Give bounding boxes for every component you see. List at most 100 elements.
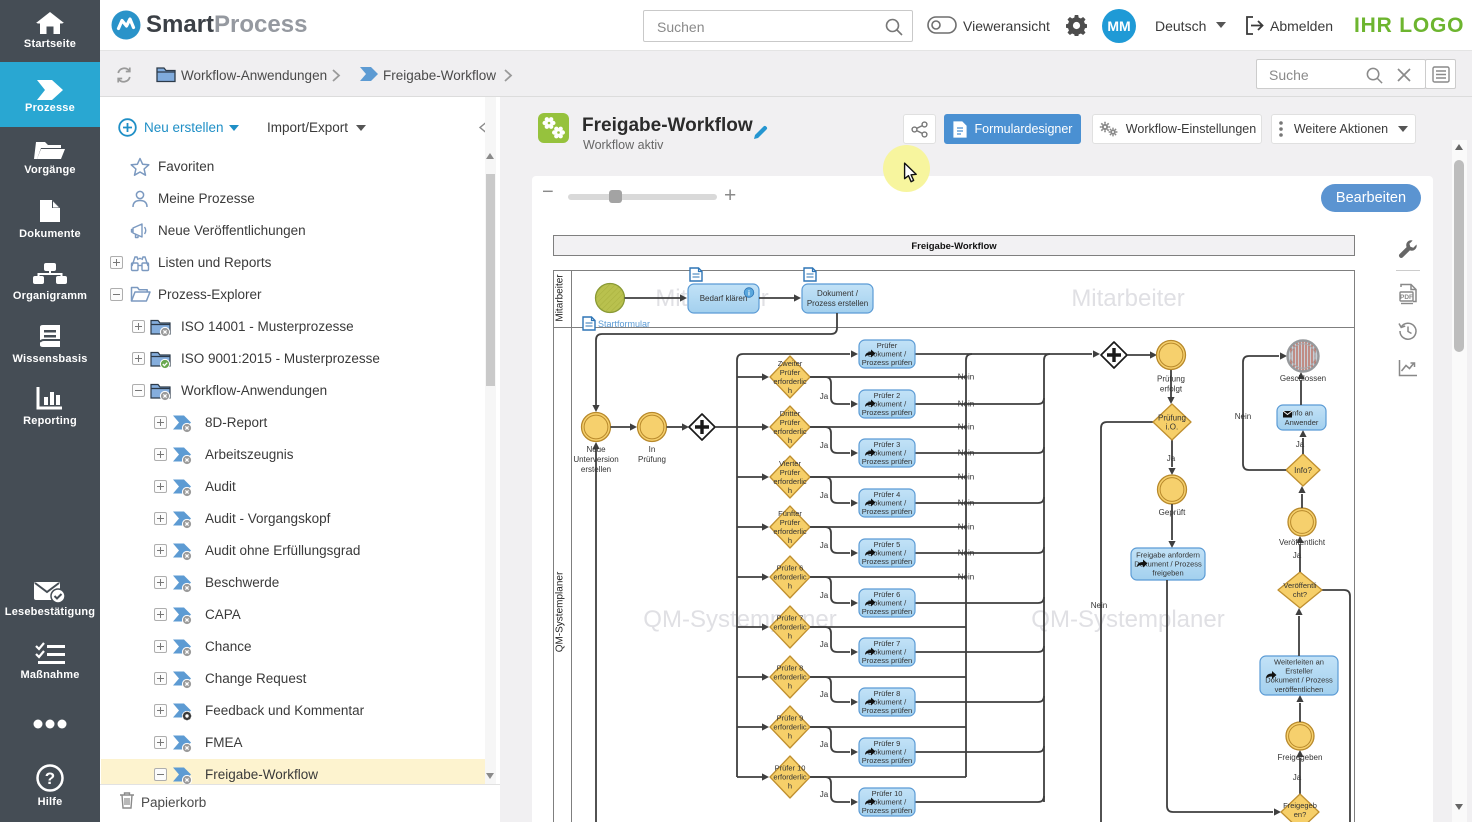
svg-text:Prüfer 3: Prüfer 3 bbox=[874, 440, 901, 449]
svg-text:Nein: Nein bbox=[958, 573, 974, 582]
svg-text:h: h bbox=[788, 782, 792, 791]
svg-text:Ja: Ja bbox=[820, 790, 829, 799]
svg-text:erforderlic: erforderlic bbox=[773, 527, 807, 536]
svg-text:Dokument / Prozess: Dokument / Prozess bbox=[1134, 560, 1202, 569]
svg-text:Prüfer 6: Prüfer 6 bbox=[874, 590, 901, 599]
svg-text:QM-Systemplaner: QM-Systemplaner bbox=[555, 571, 566, 652]
svg-text:PDF: PDF bbox=[1400, 294, 1413, 301]
svg-text:QM-Systemplaner: QM-Systemplaner bbox=[1031, 606, 1224, 633]
svg-text:Prüfer: Prüfer bbox=[780, 468, 801, 477]
svg-text:Prozess prüfen: Prozess prüfen bbox=[862, 457, 912, 466]
svg-text:h: h bbox=[788, 682, 792, 691]
svg-text:Ja: Ja bbox=[820, 541, 829, 550]
svg-text:Ja: Ja bbox=[1293, 551, 1302, 560]
svg-text:Prozess prüfen: Prozess prüfen bbox=[862, 806, 912, 815]
svg-text:Dokument /: Dokument / bbox=[868, 350, 907, 359]
svg-text:Dokument /: Dokument / bbox=[868, 798, 907, 807]
svg-text:Zweiter: Zweiter bbox=[778, 359, 803, 368]
svg-text:Prüfer 9: Prüfer 9 bbox=[777, 714, 804, 723]
svg-text:Prüfer 10: Prüfer 10 bbox=[872, 789, 903, 798]
svg-text:Prozess prüfen: Prozess prüfen bbox=[862, 408, 912, 417]
svg-text:Prüfer 10: Prüfer 10 bbox=[775, 764, 806, 773]
svg-text:Prüfer 7: Prüfer 7 bbox=[874, 639, 901, 648]
svg-text:Dokument /: Dokument / bbox=[868, 748, 907, 757]
svg-text:Ja: Ja bbox=[820, 740, 829, 749]
svg-text:Ja: Ja bbox=[1293, 773, 1302, 782]
svg-text:en?: en? bbox=[1294, 810, 1307, 819]
svg-text:erforderlic: erforderlic bbox=[773, 773, 807, 782]
svg-text:Prüfer 2: Prüfer 2 bbox=[874, 391, 901, 400]
svg-text:cht?: cht? bbox=[1293, 590, 1307, 599]
svg-text:In: In bbox=[649, 445, 656, 454]
svg-text:h: h bbox=[788, 486, 792, 495]
svg-text:erforderlic: erforderlic bbox=[773, 623, 807, 632]
svg-text:Dokument / Prozess: Dokument / Prozess bbox=[1265, 676, 1333, 685]
svg-text:Dritter: Dritter bbox=[780, 409, 801, 418]
svg-text:Freigabe-Workflow: Freigabe-Workflow bbox=[911, 241, 997, 252]
svg-text:Dokument /: Dokument / bbox=[868, 449, 907, 458]
svg-text:Ja: Ja bbox=[820, 491, 829, 500]
svg-text:erfolgt: erfolgt bbox=[1160, 385, 1183, 394]
svg-text:Dokument /: Dokument / bbox=[868, 648, 907, 657]
svg-text:Ja: Ja bbox=[820, 591, 829, 600]
svg-text:Info?: Info? bbox=[1294, 466, 1312, 475]
svg-text:Prüfung: Prüfung bbox=[1158, 414, 1186, 423]
svg-text:Anwender: Anwender bbox=[1285, 418, 1319, 427]
svg-text:Prozess erstellen: Prozess erstellen bbox=[807, 299, 868, 308]
svg-text:Nein: Nein bbox=[958, 499, 974, 508]
svg-text:Nein: Nein bbox=[958, 423, 974, 432]
svg-text:Veröffentlicht: Veröffentlicht bbox=[1279, 538, 1326, 547]
svg-text:Nein: Nein bbox=[958, 523, 974, 532]
svg-text:erstellen: erstellen bbox=[581, 465, 611, 474]
svg-text:Ja: Ja bbox=[1296, 440, 1305, 449]
svg-text:Nein: Nein bbox=[1235, 412, 1251, 421]
svg-text:Nein: Nein bbox=[958, 449, 974, 458]
svg-text:Freigegeben: Freigegeben bbox=[1278, 753, 1323, 762]
svg-text:i: i bbox=[748, 291, 750, 298]
svg-text:Ersteller: Ersteller bbox=[1285, 667, 1313, 676]
svg-text:Prüfer: Prüfer bbox=[780, 518, 801, 527]
svg-text:Prüfer 5: Prüfer 5 bbox=[874, 540, 901, 549]
svg-text:Dokument /: Dokument / bbox=[868, 400, 907, 409]
svg-text:Info an: Info an bbox=[1290, 408, 1313, 417]
svg-text:Geschlossen: Geschlossen bbox=[1280, 374, 1326, 383]
svg-text:Dokument /: Dokument / bbox=[868, 499, 907, 508]
svg-text:Prozess prüfen: Prozess prüfen bbox=[862, 607, 912, 616]
svg-text:Freigegeb: Freigegeb bbox=[1283, 801, 1317, 810]
svg-text:Ja: Ja bbox=[820, 640, 829, 649]
svg-text:?: ? bbox=[45, 769, 55, 788]
svg-text:erforderlic: erforderlic bbox=[773, 673, 807, 682]
svg-text:Dokument /: Dokument / bbox=[868, 698, 907, 707]
svg-text:Prozess prüfen: Prozess prüfen bbox=[862, 756, 912, 765]
svg-text:Veröffentli: Veröffentli bbox=[1283, 581, 1317, 590]
svg-text:h: h bbox=[788, 632, 792, 641]
svg-text:Freigabe anfordern: Freigabe anfordern bbox=[1136, 551, 1200, 560]
svg-text:Prüfer: Prüfer bbox=[877, 341, 898, 350]
svg-text:Dokument /: Dokument / bbox=[817, 289, 859, 298]
svg-text:Prozess prüfen: Prozess prüfen bbox=[862, 706, 912, 715]
svg-text:Nein: Nein bbox=[1091, 601, 1107, 610]
svg-text:Weiterleiten an: Weiterleiten an bbox=[1274, 657, 1324, 666]
svg-text:freigeben: freigeben bbox=[1152, 569, 1183, 578]
svg-text:Nein: Nein bbox=[958, 400, 974, 409]
svg-text:Prüfer 8: Prüfer 8 bbox=[777, 664, 804, 673]
svg-text:Ja: Ja bbox=[1167, 454, 1176, 463]
svg-text:Prüfer: Prüfer bbox=[780, 368, 801, 377]
svg-text:Prüfer 4: Prüfer 4 bbox=[874, 490, 901, 499]
svg-text:Startformular: Startformular bbox=[598, 319, 650, 329]
svg-text:Nein: Nein bbox=[958, 373, 974, 382]
svg-text:Vierter: Vierter bbox=[779, 459, 801, 468]
svg-text:h: h bbox=[788, 582, 792, 591]
svg-text:Prüfung: Prüfung bbox=[638, 455, 666, 464]
svg-text:h: h bbox=[788, 536, 792, 545]
svg-text:h: h bbox=[788, 436, 792, 445]
svg-text:Ja: Ja bbox=[820, 690, 829, 699]
svg-text:Bedarf klären: Bedarf klären bbox=[700, 294, 748, 303]
svg-text:Dokument /: Dokument / bbox=[868, 549, 907, 558]
svg-text:Prüfer 6: Prüfer 6 bbox=[777, 564, 804, 573]
svg-text:erforderlic: erforderlic bbox=[773, 427, 807, 436]
svg-text:Prüfer 7: Prüfer 7 bbox=[777, 614, 804, 623]
svg-text:Mitarbeiter: Mitarbeiter bbox=[555, 274, 566, 322]
svg-text:h: h bbox=[788, 386, 792, 395]
svg-text:erforderlic: erforderlic bbox=[773, 477, 807, 486]
